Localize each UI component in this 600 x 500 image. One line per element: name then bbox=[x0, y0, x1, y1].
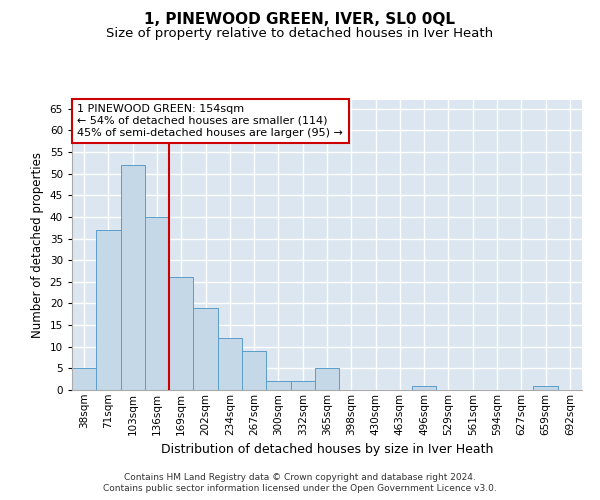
Bar bbox=[218, 338, 242, 390]
X-axis label: Distribution of detached houses by size in Iver Heath: Distribution of detached houses by size … bbox=[161, 443, 493, 456]
Bar bbox=[169, 278, 193, 390]
Bar bbox=[242, 351, 266, 390]
Bar bbox=[533, 386, 558, 390]
Y-axis label: Number of detached properties: Number of detached properties bbox=[31, 152, 44, 338]
Bar bbox=[315, 368, 339, 390]
Text: 1 PINEWOOD GREEN: 154sqm
← 54% of detached houses are smaller (114)
45% of semi-: 1 PINEWOOD GREEN: 154sqm ← 54% of detach… bbox=[77, 104, 343, 138]
Bar bbox=[290, 382, 315, 390]
Text: 1, PINEWOOD GREEN, IVER, SL0 0QL: 1, PINEWOOD GREEN, IVER, SL0 0QL bbox=[145, 12, 455, 28]
Bar bbox=[145, 217, 169, 390]
Text: Contains HM Land Registry data © Crown copyright and database right 2024.: Contains HM Land Registry data © Crown c… bbox=[124, 472, 476, 482]
Text: Size of property relative to detached houses in Iver Heath: Size of property relative to detached ho… bbox=[106, 28, 494, 40]
Bar bbox=[193, 308, 218, 390]
Bar bbox=[266, 382, 290, 390]
Bar bbox=[96, 230, 121, 390]
Bar bbox=[72, 368, 96, 390]
Bar bbox=[121, 165, 145, 390]
Text: Contains public sector information licensed under the Open Government Licence v3: Contains public sector information licen… bbox=[103, 484, 497, 493]
Bar bbox=[412, 386, 436, 390]
